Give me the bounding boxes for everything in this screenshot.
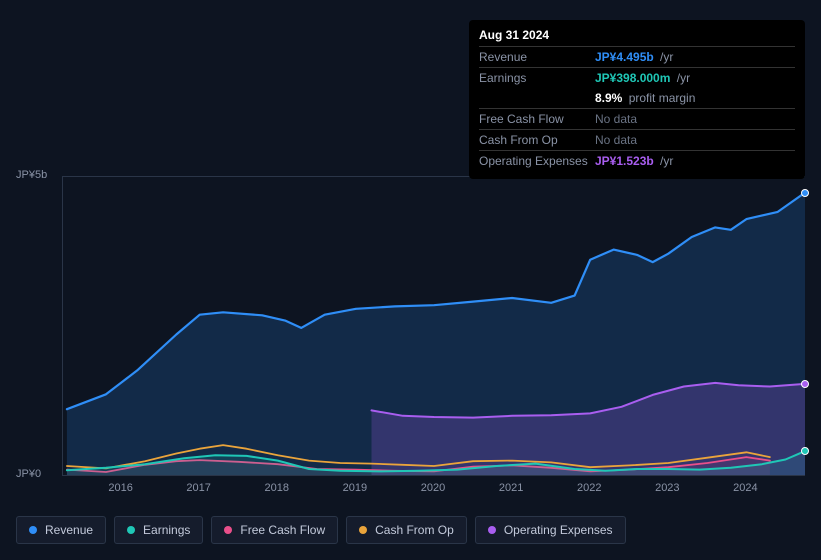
- financial-chart: JP¥0 JP¥5b 2016 2017 2018 2019 2020 2021 2022 20…: [16, 160, 805, 500]
- x-axis-label: 2024: [733, 482, 757, 494]
- tooltip-row: Operating ExpensesJP¥1.523b /yr: [479, 150, 795, 171]
- x-axis-label: 2023: [655, 482, 679, 494]
- legend-dot-icon: [488, 526, 496, 534]
- tooltip-row: 8.9% profit margin: [479, 88, 795, 108]
- tooltip-label: Revenue: [479, 50, 595, 64]
- legend-item[interactable]: Operating Expenses: [475, 516, 626, 544]
- plot-area[interactable]: [62, 176, 805, 476]
- y-axis-label: JP¥0: [16, 468, 41, 480]
- y-axis-label: JP¥5b: [16, 169, 47, 181]
- chart-tooltip: Aug 31 2024 RevenueJP¥4.495b /yrEarnings…: [469, 20, 805, 179]
- x-axis-label: 2019: [343, 482, 367, 494]
- legend-label: Free Cash Flow: [240, 523, 325, 537]
- x-axis-label: 2017: [186, 482, 210, 494]
- tooltip-value: No data: [595, 112, 637, 126]
- legend-label: Revenue: [45, 523, 93, 537]
- tooltip-row: Free Cash FlowNo data: [479, 108, 795, 129]
- x-axis-label: 2016: [108, 482, 132, 494]
- legend-dot-icon: [29, 526, 37, 534]
- tooltip-value: 8.9% profit margin: [595, 91, 695, 105]
- legend-item[interactable]: Cash From Op: [346, 516, 467, 544]
- x-axis-label: 2018: [265, 482, 289, 494]
- legend-label: Operating Expenses: [504, 523, 613, 537]
- series-end-dot: [801, 380, 809, 388]
- legend-dot-icon: [127, 526, 135, 534]
- legend-label: Earnings: [143, 523, 190, 537]
- legend-label: Cash From Op: [375, 523, 454, 537]
- tooltip-value: JP¥4.495b /yr: [595, 50, 673, 64]
- tooltip-value: JP¥1.523b /yr: [595, 154, 673, 168]
- legend-item[interactable]: Free Cash Flow: [211, 516, 338, 544]
- legend-dot-icon: [359, 526, 367, 534]
- legend-item[interactable]: Revenue: [16, 516, 106, 544]
- tooltip-date: Aug 31 2024: [479, 28, 795, 46]
- legend: Revenue Earnings Free Cash Flow Cash From O…: [16, 516, 626, 544]
- legend-item[interactable]: Earnings: [114, 516, 203, 544]
- chart-svg: [63, 176, 805, 475]
- x-axis-label: 2022: [577, 482, 601, 494]
- x-axis-label: 2021: [499, 482, 523, 494]
- tooltip-row: EarningsJP¥398.000m /yr: [479, 67, 795, 88]
- tooltip-label: Earnings: [479, 71, 595, 85]
- legend-dot-icon: [224, 526, 232, 534]
- tooltip-label: Operating Expenses: [479, 154, 595, 168]
- tooltip-row: RevenueJP¥4.495b /yr: [479, 46, 795, 67]
- series-end-dot: [801, 447, 809, 455]
- series-end-dot: [801, 189, 809, 197]
- tooltip-label: [479, 91, 595, 105]
- x-axis-label: 2020: [421, 482, 445, 494]
- tooltip-value: No data: [595, 133, 637, 147]
- tooltip-value: JP¥398.000m /yr: [595, 71, 690, 85]
- tooltip-row: Cash From OpNo data: [479, 129, 795, 150]
- tooltip-label: Cash From Op: [479, 133, 595, 147]
- tooltip-label: Free Cash Flow: [479, 112, 595, 126]
